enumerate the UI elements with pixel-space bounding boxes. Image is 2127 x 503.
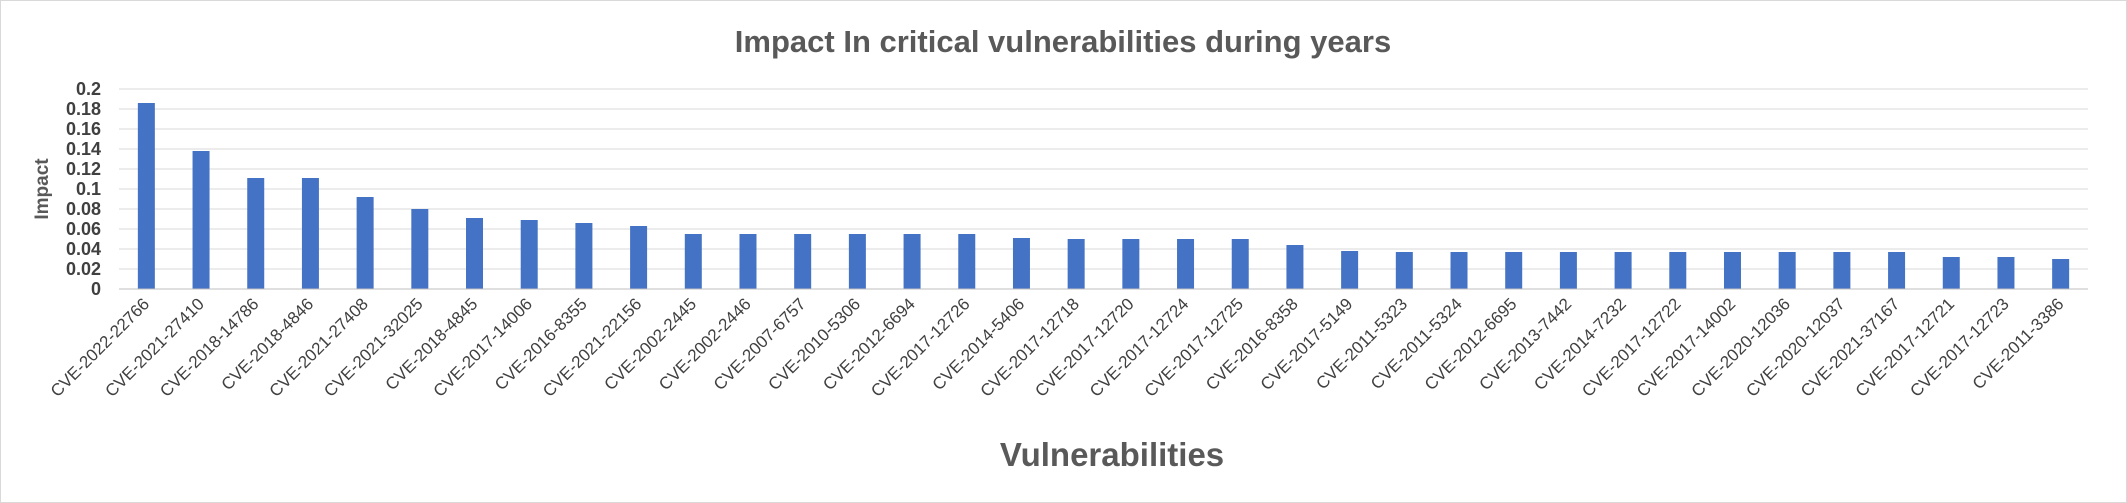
y-tick-label: 0.08 xyxy=(66,199,101,219)
x-tick-label: CVE-2021-27410 xyxy=(102,294,208,400)
x-tick-label: CVE-2012-6695 xyxy=(1421,294,1521,394)
bar-cve-2010-5306 xyxy=(848,234,866,289)
y-tick-label: 0.2 xyxy=(76,79,101,99)
x-tick-label: CVE-2010-5306 xyxy=(765,294,865,394)
y-axis-ticks: 00.020.040.060.080.10.120.140.160.180.2 xyxy=(66,79,101,299)
x-tick-label: CVE-2017-12723 xyxy=(1906,294,2012,400)
y-tick-label: 0.06 xyxy=(66,219,101,239)
chart-title: Impact In critical vulnerabilities durin… xyxy=(735,24,1391,59)
x-tick-label: CVE-2016-8355 xyxy=(491,294,591,394)
bar-cve-2007-6757 xyxy=(794,234,812,289)
y-tick-label: 0.02 xyxy=(66,259,101,279)
x-tick-label: CVE-2017-12720 xyxy=(1031,294,1137,400)
gridlines xyxy=(119,88,2088,270)
bar-cve-2018-14786 xyxy=(247,178,265,289)
bar-cve-2020-12036 xyxy=(1778,252,1796,289)
bar-cve-2011-5324 xyxy=(1450,252,1468,289)
x-tick-label: CVE-2018-4846 xyxy=(218,294,318,394)
bars xyxy=(137,103,2070,289)
bar-cve-2002-2446 xyxy=(739,234,757,289)
bar-cve-2012-6695 xyxy=(1505,252,1523,289)
x-tick-label: CVE-2017-12722 xyxy=(1578,294,1684,400)
bar-cve-2011-3386 xyxy=(2052,259,2070,289)
y-tick-label: 0.14 xyxy=(66,139,101,159)
bar-cve-2021-27408 xyxy=(356,197,374,289)
x-tick-label: CVE-2021-22156 xyxy=(539,294,645,400)
bar-cve-2021-32025 xyxy=(411,209,429,289)
x-tick-label: CVE-2014-5406 xyxy=(929,294,1029,394)
bar-cve-2002-2445 xyxy=(684,234,702,289)
x-tick-label: CVE-2007-6757 xyxy=(710,294,810,394)
x-tick-label: CVE-2012-6694 xyxy=(819,294,919,394)
x-tick-label: CVE-2017-12726 xyxy=(867,294,973,400)
x-tick-label: CVE-2017-14006 xyxy=(430,294,536,400)
y-tick-label: 0.16 xyxy=(66,119,101,139)
x-tick-label: CVE-2021-37167 xyxy=(1797,294,1903,400)
x-tick-label: CVE-2018-4845 xyxy=(382,294,482,394)
bar-cve-2016-8355 xyxy=(575,223,593,289)
y-tick-label: 0.04 xyxy=(66,239,101,259)
bar-cve-2014-7232 xyxy=(1614,252,1632,289)
x-tick-label: CVE-2020-12036 xyxy=(1688,294,1794,400)
y-tick-label: 0 xyxy=(91,279,101,299)
bar-cve-2016-8358 xyxy=(1286,245,1304,289)
x-tick-label: CVE-2017-12725 xyxy=(1141,294,1247,400)
bar-cve-2017-12723 xyxy=(1997,257,2015,289)
bar-cve-2017-12718 xyxy=(1067,239,1085,289)
x-tick-label: CVE-2021-27408 xyxy=(266,294,372,400)
bar-cve-2011-5323 xyxy=(1395,252,1413,289)
x-tick-label: CVE-2017-12718 xyxy=(977,294,1083,400)
y-tick-label: 0.12 xyxy=(66,159,101,179)
bar-cve-2017-12722 xyxy=(1669,252,1687,289)
bar-cve-2017-12725 xyxy=(1231,239,1249,289)
x-tick-label: CVE-2018-14786 xyxy=(156,294,262,400)
x-tick-label: CVE-2022-22766 xyxy=(47,294,153,400)
bar-cve-2017-12726 xyxy=(958,234,976,289)
bar-cve-2020-12037 xyxy=(1833,252,1851,289)
x-tick-label: CVE-2020-12037 xyxy=(1742,294,1848,400)
bar-cve-2018-4845 xyxy=(466,218,484,289)
x-tick-label: CVE-2017-12721 xyxy=(1852,294,1958,400)
bar-cve-2022-22766 xyxy=(137,103,155,289)
x-tick-label: CVE-2014-7232 xyxy=(1530,294,1630,394)
y-axis-label: Impact xyxy=(32,158,53,220)
x-axis-label: Vulnerabilities xyxy=(1000,436,1224,473)
x-tick-label: CVE-2021-32025 xyxy=(320,294,426,400)
x-tick-label: CVE-2013-7442 xyxy=(1476,294,1576,394)
bar-cve-2021-22156 xyxy=(630,226,648,289)
bar-cve-2017-12724 xyxy=(1177,239,1195,289)
y-tick-label: 0.1 xyxy=(76,179,101,199)
x-tick-label: CVE-2017-5149 xyxy=(1257,294,1357,394)
bar-cve-2017-5149 xyxy=(1341,251,1359,289)
x-tick-label: CVE-2002-2446 xyxy=(655,294,755,394)
x-tick-label: CVE-2017-12724 xyxy=(1086,294,1192,400)
bar-cve-2012-6694 xyxy=(903,234,921,289)
bar-cve-2017-14006 xyxy=(520,220,538,289)
x-axis-ticks: CVE-2022-22766CVE-2021-27410CVE-2018-147… xyxy=(47,294,2068,400)
bar-cve-2017-14002 xyxy=(1723,252,1741,289)
x-tick-label: CVE-2002-2445 xyxy=(600,294,700,394)
bar-cve-2017-12720 xyxy=(1122,239,1140,289)
x-tick-label: CVE-2017-14002 xyxy=(1633,294,1739,400)
bar-cve-2018-4846 xyxy=(301,178,319,289)
bar-cve-2017-12721 xyxy=(1942,257,1960,289)
bar-cve-2021-37167 xyxy=(1888,252,1906,289)
y-tick-label: 0.18 xyxy=(66,99,101,119)
bar-cve-2014-5406 xyxy=(1012,238,1030,289)
x-tick-label: CVE-2016-8358 xyxy=(1202,294,1302,394)
bar-cve-2021-27410 xyxy=(192,151,210,289)
bar-cve-2013-7442 xyxy=(1559,252,1577,289)
